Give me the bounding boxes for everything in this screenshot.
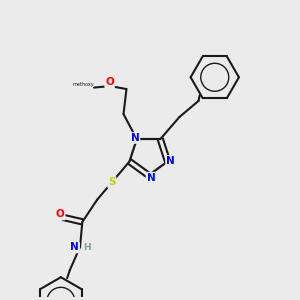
- Text: H: H: [83, 243, 90, 252]
- Text: S: S: [108, 177, 116, 187]
- Text: O: O: [56, 209, 65, 220]
- Text: N: N: [146, 173, 155, 183]
- Text: N: N: [130, 133, 140, 143]
- Text: methoxy: methoxy: [72, 82, 94, 87]
- Text: N: N: [70, 242, 79, 253]
- Text: O: O: [105, 77, 114, 87]
- Text: N: N: [166, 156, 175, 166]
